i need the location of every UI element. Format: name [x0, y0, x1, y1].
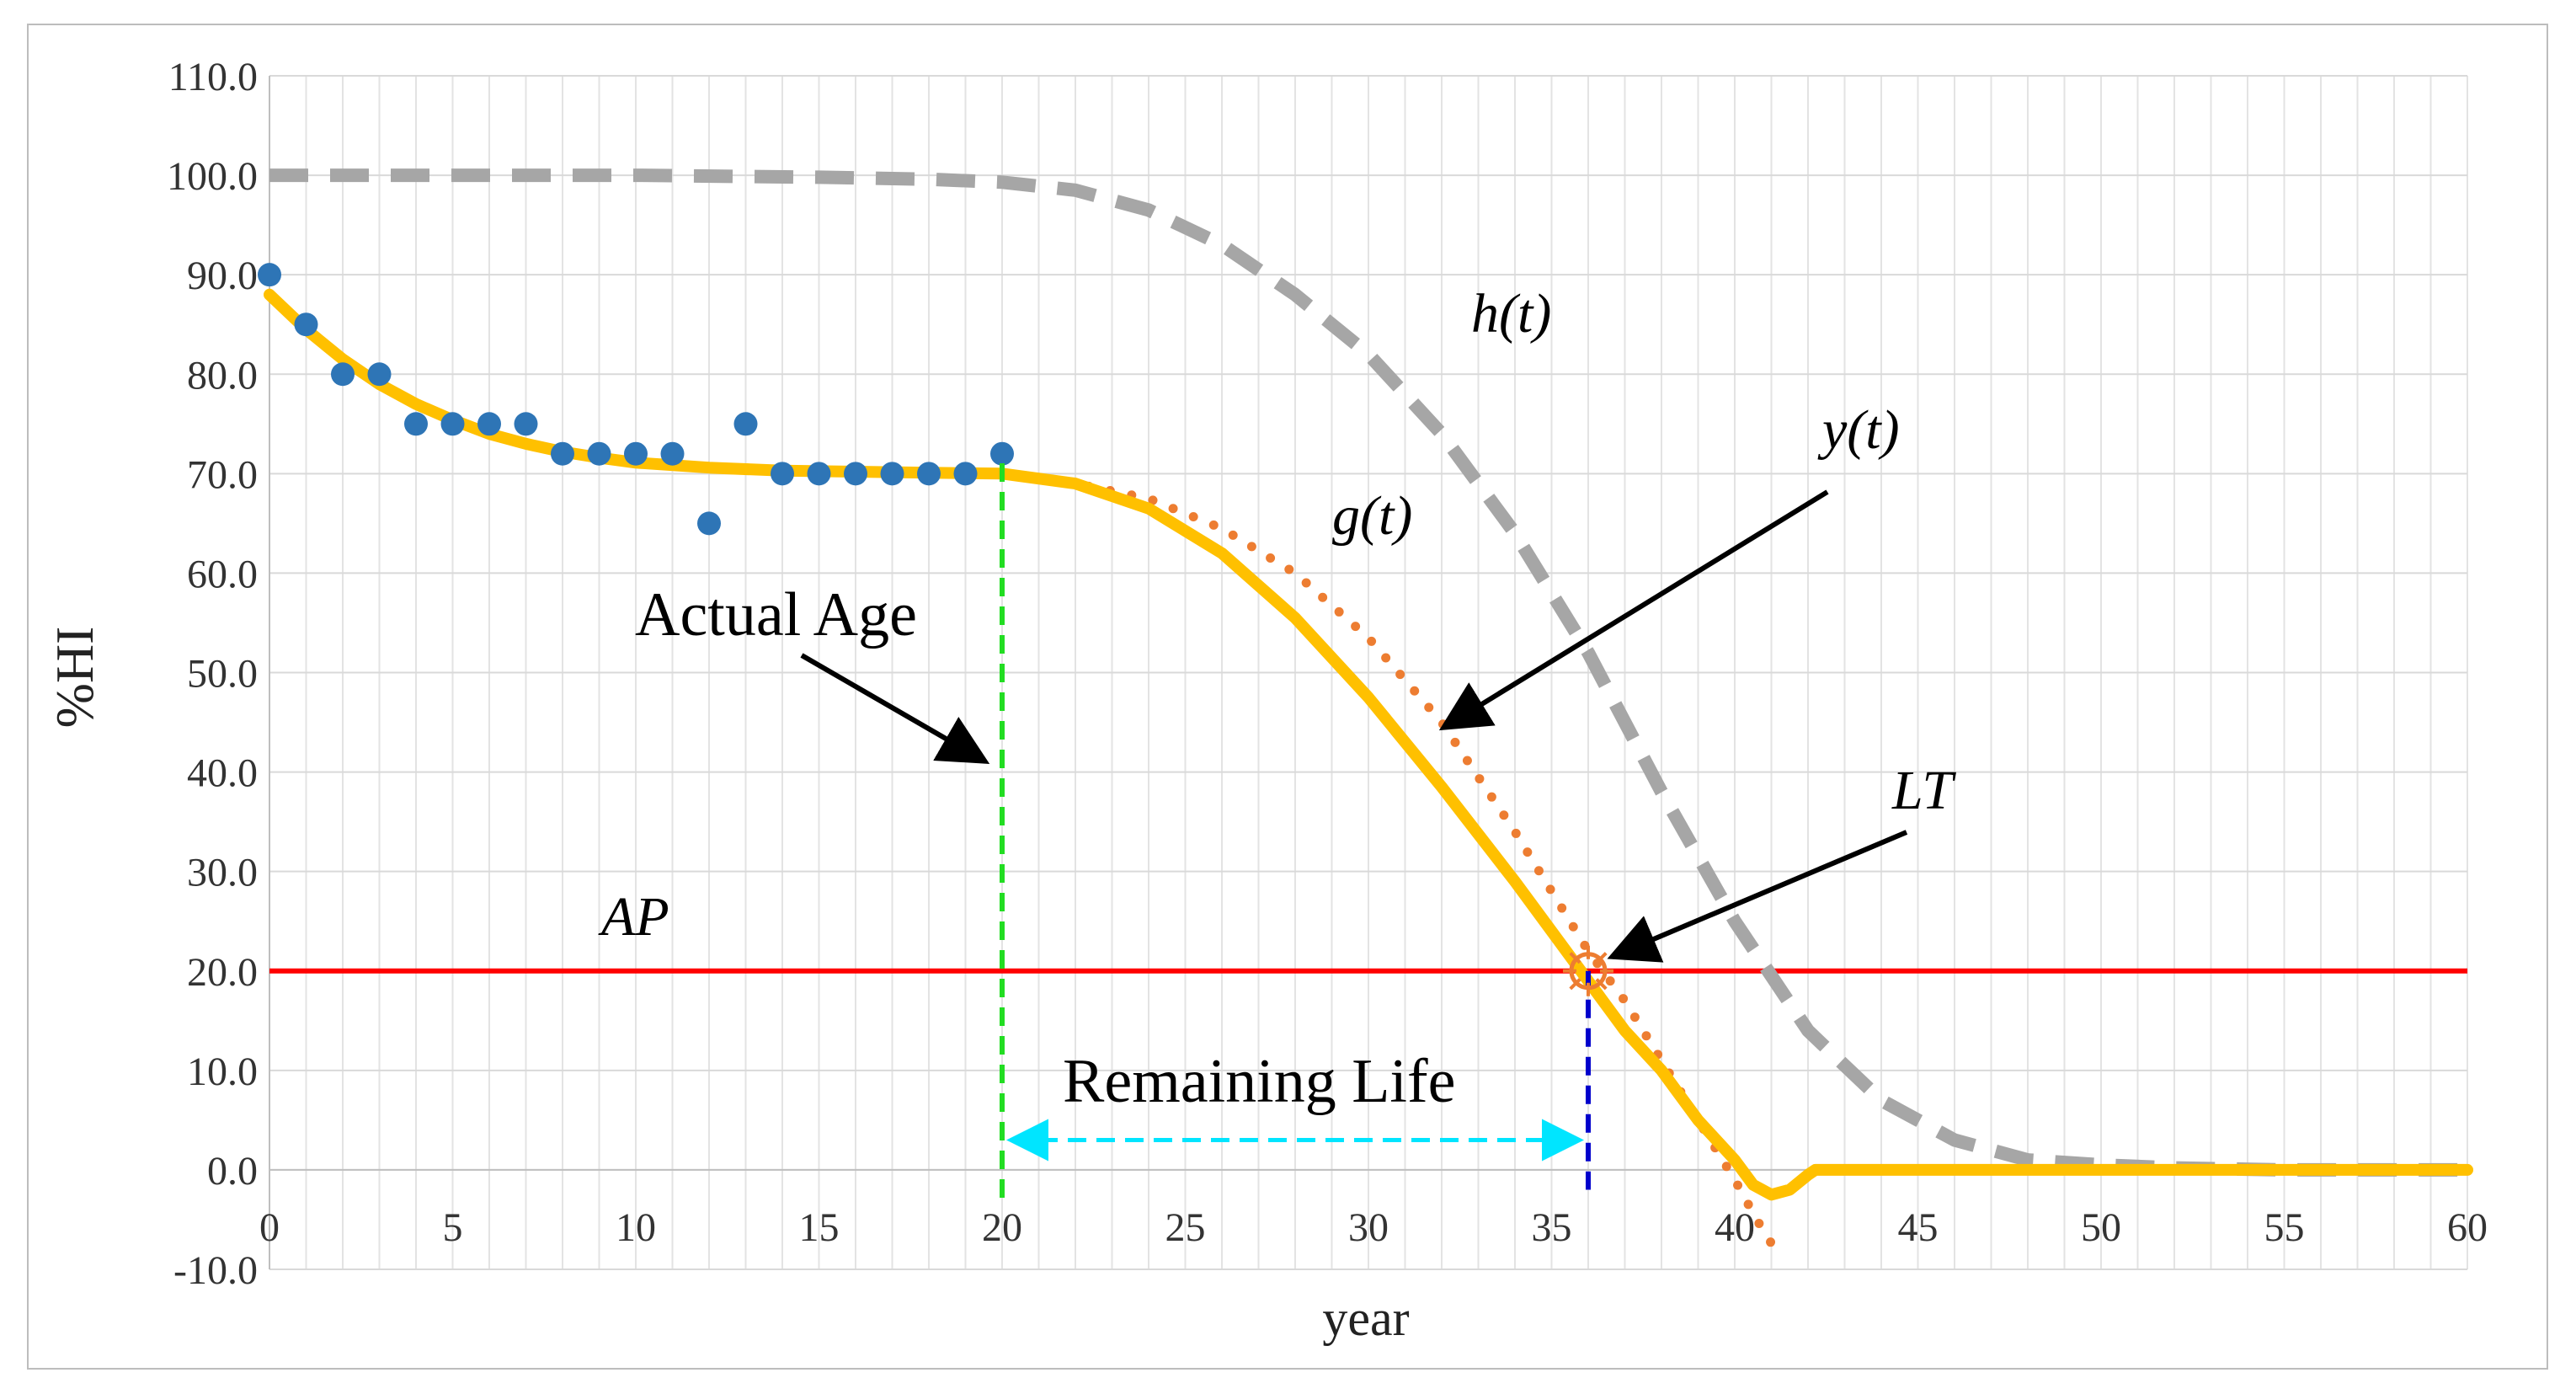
x-tick-label: 15: [799, 1205, 840, 1250]
data-point: [771, 462, 794, 486]
data-point: [477, 412, 501, 436]
lt-point-ray: [1569, 978, 1581, 991]
x-tick-label: 25: [1165, 1205, 1206, 1250]
y-tick-label: 70.0: [187, 452, 258, 497]
y-tick-label: 10.0: [187, 1050, 258, 1094]
y-tick-label: 30.0: [187, 851, 258, 895]
data-point: [624, 441, 648, 466]
series-layer: [258, 168, 2473, 1254]
y-tick-label: 110.0: [168, 55, 258, 99]
annot-layer: h(t) y(t) g(t) LT AP Actual Age Remainin…: [45, 283, 1956, 1346]
y-curve-arrow: [1438, 489, 1829, 731]
x-tick-label: 20: [982, 1205, 1022, 1250]
data-point: [880, 462, 904, 486]
y-tick-label: 60.0: [187, 552, 258, 596]
y-tick-label: 100.0: [167, 154, 258, 199]
data-point: [587, 441, 611, 466]
x-tick-label: 35: [1532, 1205, 1572, 1250]
lt-point-ray: [1595, 978, 1608, 991]
x-tick-label: 55: [2264, 1205, 2305, 1250]
data-point: [697, 511, 721, 536]
axis-layer: -10.0 0.0 10.0 20.0 30.0 40.0 50.0 60.0 70.0 80.0…: [167, 55, 2488, 1293]
y-label: y(t): [1817, 399, 1900, 461]
x-tick-label: 50: [2081, 1205, 2121, 1250]
lt-arrow: [1607, 830, 1908, 963]
y-tick-label: 50.0: [187, 652, 258, 697]
lt-point-ray: [1595, 952, 1608, 964]
x-tick-label: 10: [616, 1205, 656, 1250]
data-point: [917, 462, 941, 486]
y-tick-label: 0.0: [207, 1149, 258, 1194]
ap-label: AP: [598, 886, 669, 948]
x-tick-label: 0: [259, 1205, 280, 1250]
data-point: [844, 462, 867, 486]
data-point: [733, 412, 758, 436]
x-tick-label: 45: [1898, 1205, 1939, 1250]
y-tick-label: 90.0: [187, 254, 258, 298]
x-tick-label: 40: [1715, 1205, 1755, 1250]
x-tick-label: 5: [443, 1205, 463, 1250]
y-axis-title: %HI: [45, 627, 104, 729]
data-point: [953, 462, 978, 486]
chart: -10.0 0.0 10.0 20.0 30.0 40.0 50.0 60.0 70.0 80.0…: [45, 55, 2488, 1346]
actual-age-arrow: [800, 653, 990, 765]
data-point: [440, 412, 465, 436]
y-tick-label: 20.0: [187, 950, 258, 995]
actual-age-label: Actual Age: [635, 580, 917, 649]
g-curve: [997, 468, 1780, 1254]
data-point: [807, 462, 831, 486]
figure-frame: -10.0 0.0 10.0 20.0 30.0 40.0 50.0 60.0 70.0 80.0…: [27, 24, 2548, 1370]
data-point: [294, 312, 318, 337]
data-point: [551, 441, 574, 466]
h-label: h(t): [1471, 283, 1551, 344]
data-point: [514, 412, 538, 436]
data-point: [367, 362, 392, 387]
data-point: [404, 412, 428, 436]
x-tick-label: 60: [2447, 1205, 2488, 1250]
y-tick-label: 80.0: [187, 353, 258, 398]
y-tick-label: -10.0: [173, 1248, 258, 1293]
y-tick-label: 40.0: [187, 751, 258, 796]
marker-layer: [800, 463, 1908, 1200]
remaining-life-label: Remaining Life: [1063, 1047, 1455, 1116]
data-point: [258, 263, 281, 287]
data-point: [660, 441, 685, 466]
g-label: g(t): [1332, 485, 1412, 547]
x-axis-title: year: [1322, 1290, 1409, 1346]
h-curve: [269, 168, 2467, 1177]
x-tick-label: 30: [1348, 1205, 1389, 1250]
lt-point-ray: [1569, 952, 1581, 964]
data-point: [331, 362, 355, 387]
lt-label: LT: [1891, 760, 1956, 821]
data-point: [990, 441, 1014, 466]
